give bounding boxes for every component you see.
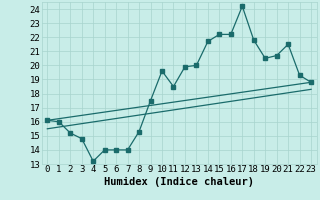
X-axis label: Humidex (Indice chaleur): Humidex (Indice chaleur) bbox=[104, 177, 254, 187]
